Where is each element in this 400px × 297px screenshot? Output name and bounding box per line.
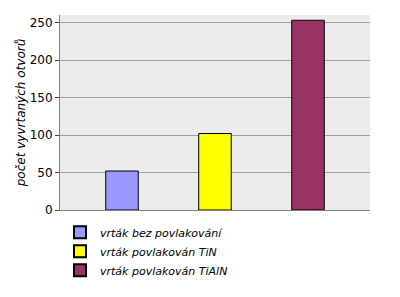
svg-text:vrták povlakován TiN: vrták povlakován TiN <box>100 246 217 259</box>
svg-text:počet vyvrtaných otvorů: počet vyvrtaných otvorů <box>14 38 28 187</box>
svg-text:100: 100 <box>30 128 53 142</box>
svg-text:150: 150 <box>30 91 53 105</box>
svg-text:vrták bez povlakování: vrták bez povlakování <box>100 227 223 240</box>
svg-text:250: 250 <box>30 16 53 30</box>
svg-text:200: 200 <box>30 53 53 67</box>
svg-text:0: 0 <box>45 203 53 217</box>
svg-text:vrták povlakován TiAlN: vrták povlakován TiAlN <box>100 265 227 278</box>
svg-text:50: 50 <box>37 166 52 180</box>
